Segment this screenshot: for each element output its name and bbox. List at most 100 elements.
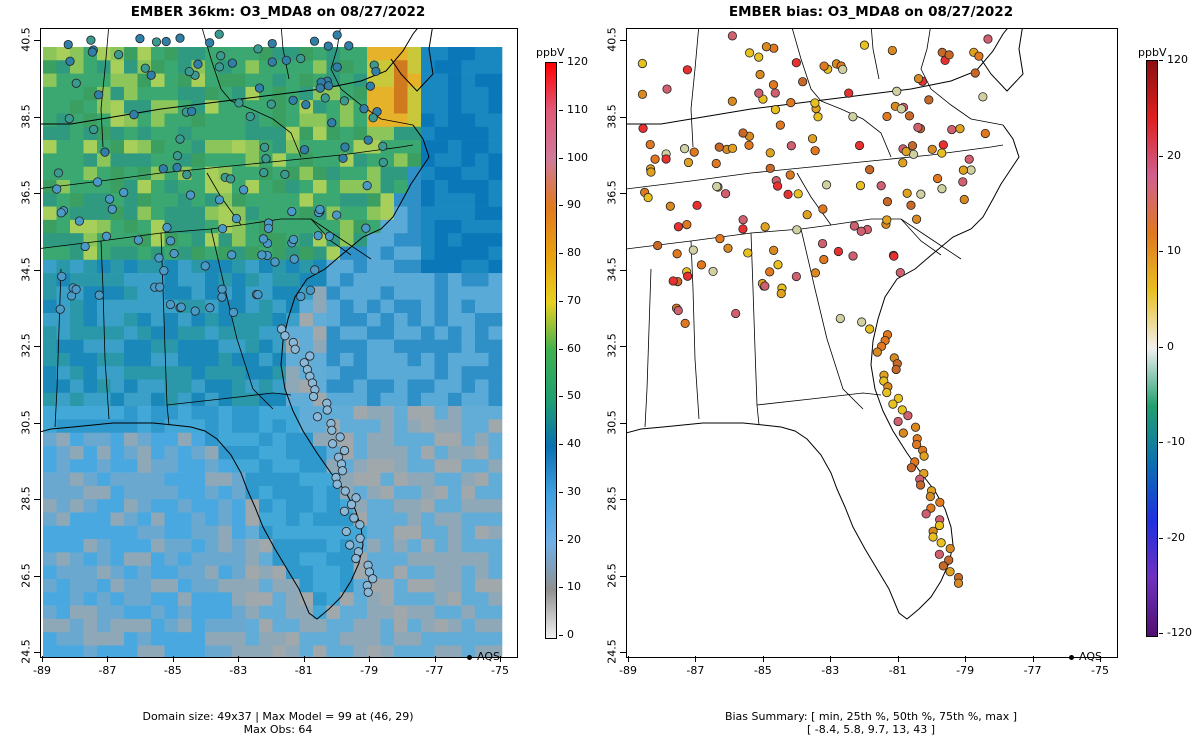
- site-marker: [89, 124, 99, 135]
- y-axis-tick: [620, 652, 626, 653]
- y-axis-tick: [34, 422, 40, 424]
- bias-site-marker: [889, 251, 899, 261]
- x-axis-tick: [1100, 656, 1101, 662]
- bias-site-marker: [865, 165, 875, 175]
- bias-site-marker: [765, 163, 775, 173]
- site-marker: [158, 164, 168, 174]
- bias-site-marker: [895, 267, 905, 278]
- bias-site-marker: [668, 276, 678, 286]
- site-marker: [337, 466, 348, 476]
- bias-site-marker: [802, 210, 812, 220]
- site-marker: [86, 35, 96, 45]
- bias-site-marker: [819, 254, 829, 265]
- site-marker: [216, 51, 226, 61]
- colorbar-tick: [559, 205, 563, 207]
- site-marker: [308, 391, 319, 402]
- site-marker: [56, 208, 66, 218]
- bias-site-marker: [844, 88, 854, 98]
- bias-site-marker: [893, 416, 903, 427]
- bias-sites: [637, 31, 993, 588]
- x-axis-tick-label: -83: [821, 664, 840, 677]
- site-marker: [254, 83, 265, 93]
- bias-site-marker: [854, 140, 865, 151]
- colorbar-tick: [559, 396, 563, 398]
- bias-site-marker: [760, 222, 770, 232]
- bias-site-marker: [773, 260, 783, 270]
- bias-site-marker: [798, 77, 808, 87]
- bias-site-marker: [682, 219, 692, 230]
- site-marker: [335, 432, 345, 442]
- site-marker: [365, 81, 375, 91]
- bias-site-marker: [872, 347, 882, 357]
- site-marker: [362, 181, 372, 191]
- y-axis-tick: [34, 346, 40, 347]
- bias-site-marker: [865, 324, 875, 334]
- site-marker: [351, 553, 361, 564]
- bias-site-marker: [768, 80, 779, 90]
- bias-site-marker: [683, 157, 694, 168]
- bias-site-marker: [855, 180, 866, 191]
- right-colorbar: [1146, 60, 1158, 637]
- colorbar-tick: [1159, 346, 1163, 348]
- bias-site-marker: [896, 104, 906, 114]
- x-axis-tick-label: -83: [229, 664, 248, 677]
- site-marker: [371, 66, 381, 77]
- x-axis-tick-label: -85: [753, 664, 772, 677]
- site-marker: [93, 177, 103, 187]
- site-marker: [296, 291, 306, 302]
- colorbar-tick: [559, 300, 563, 302]
- y-axis-tick-label: 32.5: [605, 333, 619, 358]
- colorbar-tick-label: 100: [567, 150, 588, 164]
- site-marker: [310, 265, 320, 275]
- site-marker: [176, 302, 186, 312]
- site-marker: [270, 257, 280, 267]
- bias-site-marker: [983, 34, 993, 44]
- site-marker: [114, 50, 124, 60]
- bias-site-marker: [970, 68, 980, 78]
- site-marker: [71, 284, 81, 294]
- colorbar-tick-label: 90: [567, 198, 581, 212]
- site-marker: [217, 292, 227, 302]
- bias-site-marker: [849, 221, 859, 231]
- left-legend-label: AQS: [477, 650, 500, 663]
- site-marker: [100, 147, 110, 157]
- bias-site-marker: [978, 92, 988, 102]
- y-axis-tick: [620, 422, 626, 424]
- site-marker: [253, 44, 263, 54]
- bias-site-marker: [937, 184, 947, 194]
- site-marker: [129, 110, 139, 120]
- bias-site-marker: [662, 84, 672, 94]
- site-marker: [155, 282, 165, 292]
- x-axis-tick-label: -81: [294, 664, 313, 677]
- bias-site-marker: [903, 411, 913, 421]
- bias-site-marker: [906, 200, 916, 210]
- site-marker: [65, 56, 75, 66]
- site-marker: [280, 331, 290, 341]
- bias-site-marker: [682, 65, 693, 75]
- aqs-dot-icon: [467, 654, 472, 660]
- site-marker: [296, 53, 306, 64]
- bias-site-marker: [901, 146, 911, 157]
- bias-site-marker: [761, 42, 772, 52]
- site-marker: [225, 174, 236, 184]
- colorbar-tick: [1159, 60, 1163, 61]
- site-marker: [363, 135, 373, 145]
- site-marker: [172, 162, 182, 173]
- bias-site-marker: [898, 158, 908, 168]
- site-marker: [119, 187, 129, 198]
- y-axis-tick-label: 26.5: [605, 562, 619, 588]
- site-marker: [217, 224, 228, 234]
- aqs-dot-icon: [1069, 654, 1074, 660]
- site-marker: [217, 284, 227, 294]
- bias-site-marker: [711, 158, 721, 169]
- bias-site-marker: [882, 387, 892, 398]
- x-axis-tick: [897, 656, 899, 662]
- x-axis-tick-label: -85: [163, 664, 182, 677]
- y-axis-tick: [620, 499, 626, 500]
- bias-site-marker: [712, 181, 722, 192]
- site-marker: [214, 29, 224, 39]
- bias-site-marker: [818, 204, 828, 214]
- site-marker: [94, 90, 104, 100]
- site-marker: [182, 170, 192, 180]
- site-marker: [245, 111, 255, 122]
